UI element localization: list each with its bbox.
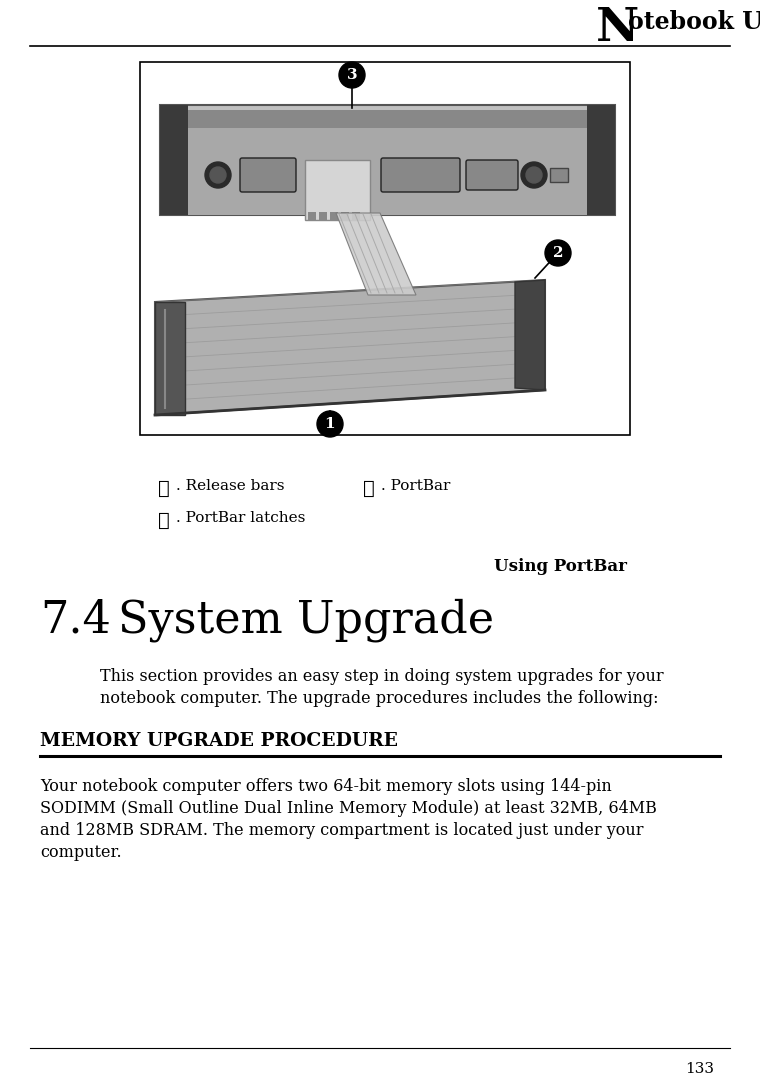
Circle shape (205, 162, 231, 188)
Polygon shape (515, 279, 545, 390)
Bar (352, 211, 360, 220)
Bar (341, 211, 349, 220)
Text: . PortBar: . PortBar (381, 479, 451, 493)
Text: N: N (596, 5, 639, 51)
Circle shape (339, 62, 365, 88)
Circle shape (521, 162, 547, 188)
Text: 1: 1 (325, 416, 335, 431)
Bar (319, 211, 327, 220)
Bar (188, 128, 587, 215)
Text: 7.4: 7.4 (40, 598, 111, 641)
Text: . Release bars: . Release bars (176, 479, 284, 493)
Text: 2: 2 (553, 246, 563, 260)
Polygon shape (155, 302, 185, 415)
Text: computer.: computer. (40, 844, 122, 861)
Bar (550, 168, 568, 182)
Text: 133: 133 (686, 1062, 714, 1076)
FancyBboxPatch shape (466, 160, 518, 190)
Bar (308, 211, 316, 220)
Text: 3: 3 (347, 68, 357, 82)
Text: Your notebook computer offers two 64-bit memory slots using 144-pin: Your notebook computer offers two 64-bit… (40, 778, 612, 795)
Circle shape (545, 240, 571, 267)
Circle shape (317, 411, 343, 437)
Circle shape (526, 167, 542, 183)
Bar (160, 105, 615, 215)
Bar (330, 211, 338, 220)
Circle shape (210, 167, 226, 183)
Bar (587, 105, 615, 215)
Text: Using PortBar: Using PortBar (493, 558, 626, 575)
Text: notebook computer. The upgrade procedures includes the following:: notebook computer. The upgrade procedure… (100, 689, 658, 707)
FancyBboxPatch shape (240, 158, 296, 192)
Text: ❸: ❸ (158, 513, 169, 530)
Text: System Upgrade: System Upgrade (118, 598, 494, 642)
Polygon shape (336, 213, 416, 295)
Bar (160, 105, 188, 215)
Polygon shape (155, 279, 545, 415)
FancyBboxPatch shape (381, 158, 460, 192)
Text: SODIMM (Small Outline Dual Inline Memory Module) at least 32MB, 64MB: SODIMM (Small Outline Dual Inline Memory… (40, 800, 657, 817)
Bar (188, 110, 587, 128)
Text: MEMORY UPGRADE PROCEDURE: MEMORY UPGRADE PROCEDURE (40, 732, 398, 750)
Text: . PortBar latches: . PortBar latches (176, 511, 306, 525)
Bar (305, 160, 370, 220)
Text: ❷: ❷ (363, 480, 375, 498)
Bar (140, 62, 630, 435)
Text: and 128MB SDRAM. The memory compartment is located just under your: and 128MB SDRAM. The memory compartment … (40, 822, 644, 839)
Text: This section provides an easy step in doing system upgrades for your: This section provides an easy step in do… (100, 668, 663, 685)
Text: ❶: ❶ (158, 480, 169, 498)
Text: otebook User Guide: otebook User Guide (628, 10, 760, 35)
